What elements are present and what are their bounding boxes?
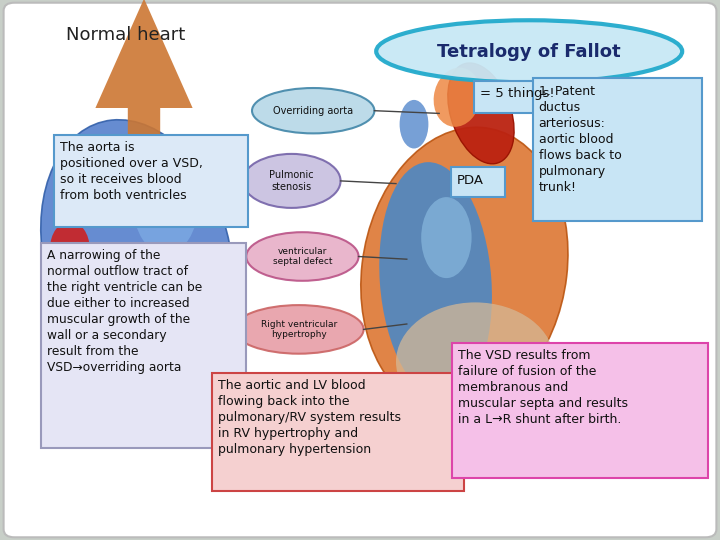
FancyBboxPatch shape bbox=[452, 343, 708, 478]
Text: 1. Patent
ductus
arteriosus:
aortic blood
flows back to
pulmonary
trunk!: 1. Patent ductus arteriosus: aortic bloo… bbox=[539, 85, 621, 194]
Ellipse shape bbox=[421, 197, 472, 278]
Ellipse shape bbox=[361, 127, 568, 413]
Ellipse shape bbox=[41, 120, 233, 388]
Ellipse shape bbox=[400, 100, 428, 149]
Text: Pulmonic
stenosis: Pulmonic stenosis bbox=[269, 170, 314, 192]
Ellipse shape bbox=[243, 154, 341, 208]
Text: A narrowing of the
normal outflow tract of
the right ventricle can be
due either: A narrowing of the normal outflow tract … bbox=[47, 249, 202, 374]
Ellipse shape bbox=[379, 162, 492, 400]
Ellipse shape bbox=[377, 20, 683, 82]
Ellipse shape bbox=[47, 313, 234, 432]
FancyBboxPatch shape bbox=[533, 78, 702, 221]
Ellipse shape bbox=[448, 63, 514, 164]
Text: = 5 things!: = 5 things! bbox=[480, 87, 554, 100]
Ellipse shape bbox=[50, 329, 115, 448]
Ellipse shape bbox=[252, 88, 374, 133]
Ellipse shape bbox=[133, 157, 198, 254]
FancyBboxPatch shape bbox=[474, 81, 600, 113]
Text: ventricular
septal defect: ventricular septal defect bbox=[273, 247, 332, 266]
FancyArrow shape bbox=[95, 0, 193, 151]
Ellipse shape bbox=[396, 302, 554, 421]
Text: PDA: PDA bbox=[457, 174, 484, 187]
FancyBboxPatch shape bbox=[212, 373, 464, 491]
Text: The aortic and LV blood
flowing back into the
pulmonary/RV system results
in RV : The aortic and LV blood flowing back int… bbox=[218, 379, 401, 456]
FancyBboxPatch shape bbox=[54, 135, 248, 227]
Ellipse shape bbox=[50, 221, 89, 275]
Ellipse shape bbox=[493, 343, 565, 445]
Text: Right ventricular
hypertrophy: Right ventricular hypertrophy bbox=[261, 320, 337, 339]
Ellipse shape bbox=[246, 232, 359, 281]
Text: The VSD results from
failure of fusion of the
membranous and
muscular septa and : The VSD results from failure of fusion o… bbox=[458, 349, 628, 427]
Ellipse shape bbox=[433, 68, 481, 127]
Text: The aorta is
positioned over a VSD,
so it receives blood
from both ventricles: The aorta is positioned over a VSD, so i… bbox=[60, 141, 202, 202]
Ellipse shape bbox=[234, 305, 364, 354]
FancyBboxPatch shape bbox=[451, 167, 505, 197]
Ellipse shape bbox=[58, 262, 86, 300]
Text: Tetralogy of Fallot: Tetralogy of Fallot bbox=[437, 43, 621, 62]
Text: Normal heart: Normal heart bbox=[66, 26, 186, 44]
Text: Overriding aorta: Overriding aorta bbox=[273, 106, 354, 116]
FancyBboxPatch shape bbox=[4, 3, 716, 537]
FancyBboxPatch shape bbox=[41, 243, 246, 448]
